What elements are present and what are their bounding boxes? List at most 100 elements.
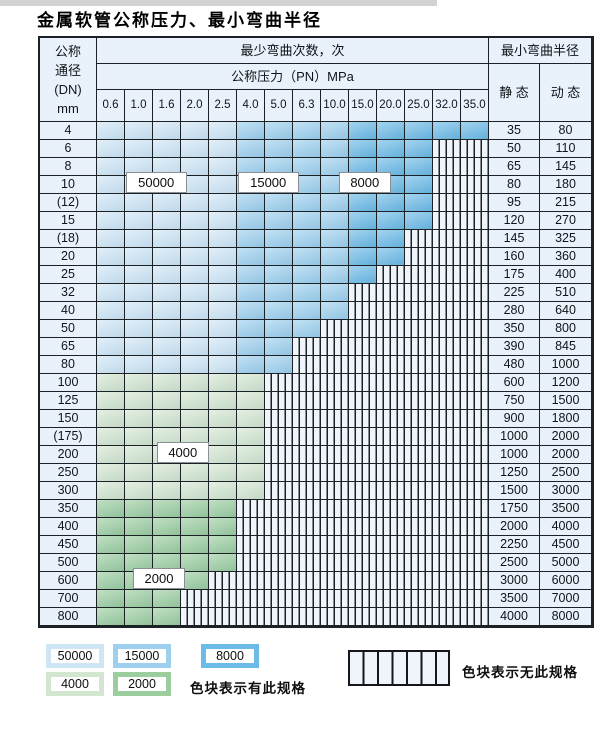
dynamic-radius-cell: 845 [540, 338, 592, 356]
spec-available-cell [153, 500, 181, 518]
spec-unavailable-cell [265, 446, 293, 464]
spec-available-cell [153, 356, 181, 374]
spec-unavailable-cell [321, 572, 349, 590]
spec-unavailable-cell [265, 374, 293, 392]
spec-available-cell [293, 176, 321, 194]
spec-available-cell [321, 248, 349, 266]
spec-available-cell [181, 554, 209, 572]
spec-available-cell [181, 428, 209, 446]
spec-available-cell [237, 374, 265, 392]
static-radius-cell: 390 [489, 338, 540, 356]
spec-available-cell [433, 122, 461, 140]
legend-has-spec-label: 色块表示有此规格 [190, 681, 306, 696]
static-radius-cell: 175 [489, 266, 540, 284]
dynamic-radius-cell: 7000 [540, 590, 592, 608]
dn-cell: 15 [40, 212, 97, 230]
dynamic-radius-cell: 110 [540, 140, 592, 158]
dynamic-radius-cell: 4500 [540, 536, 592, 554]
spec-unavailable-cell [265, 482, 293, 500]
spec-available-cell [97, 518, 125, 536]
spec-unavailable-cell [349, 482, 377, 500]
dn-cell: (175) [40, 428, 97, 446]
pressure-tick: 25.0 [405, 90, 433, 122]
spec-available-cell [377, 212, 405, 230]
spec-unavailable-cell [321, 518, 349, 536]
static-radius-cell: 2000 [489, 518, 540, 536]
spec-available-cell [153, 428, 181, 446]
spec-available-cell [209, 212, 237, 230]
spec-available-cell [97, 230, 125, 248]
spec-unavailable-cell [433, 536, 461, 554]
spec-available-cell [209, 284, 237, 302]
spec-available-cell [293, 122, 321, 140]
spec-unavailable-cell [461, 554, 489, 572]
dynamic-radius-cell: 2000 [540, 428, 592, 446]
static-radius-cell: 3500 [489, 590, 540, 608]
spec-unavailable-cell [377, 536, 405, 554]
spec-available-cell [265, 338, 293, 356]
pressure-tick: 1.0 [125, 90, 153, 122]
dynamic-radius-cell: 2500 [540, 464, 592, 482]
spec-available-cell [153, 158, 181, 176]
spec-available-cell [181, 392, 209, 410]
spec-unavailable-cell [433, 212, 461, 230]
spec-unavailable-cell [461, 284, 489, 302]
dynamic-radius-cell: 3500 [540, 500, 592, 518]
spec-unavailable-cell [433, 356, 461, 374]
spec-available-cell [321, 266, 349, 284]
spec-available-cell [293, 140, 321, 158]
spec-unavailable-cell [237, 590, 265, 608]
spec-available-cell [293, 266, 321, 284]
dn-column-header: 公称 通径 (DN) mm [40, 38, 97, 122]
legend-swatch-4000: 4000 [46, 672, 104, 696]
spec-unavailable-cell [321, 410, 349, 428]
spec-available-cell [209, 356, 237, 374]
spec-available-cell [321, 302, 349, 320]
dynamic-radius-cell: 270 [540, 212, 592, 230]
spec-unavailable-cell [433, 230, 461, 248]
static-radius-cell: 50 [489, 140, 540, 158]
spec-unavailable-cell [293, 410, 321, 428]
spec-available-cell [405, 158, 433, 176]
spec-available-cell [237, 320, 265, 338]
spec-available-cell [125, 284, 153, 302]
spec-unavailable-cell [377, 374, 405, 392]
spec-unavailable-cell [293, 536, 321, 554]
spec-available-cell [125, 374, 153, 392]
spec-available-cell [321, 230, 349, 248]
spec-available-cell [153, 248, 181, 266]
spec-available-cell [265, 302, 293, 320]
legend-swatch-8000: 8000 [201, 644, 259, 668]
dn-cell: (18) [40, 230, 97, 248]
static-radius-cell: 2500 [489, 554, 540, 572]
spec-unavailable-cell [349, 518, 377, 536]
spec-unavailable-cell [237, 608, 265, 626]
spec-available-cell [265, 320, 293, 338]
spec-available-cell [181, 356, 209, 374]
spec-available-cell [209, 338, 237, 356]
spec-unavailable-cell [433, 572, 461, 590]
spec-unavailable-cell [461, 392, 489, 410]
spec-available-cell [293, 320, 321, 338]
spec-available-cell [181, 302, 209, 320]
spec-unavailable-cell [237, 554, 265, 572]
spec-available-cell [125, 464, 153, 482]
spec-available-cell [97, 410, 125, 428]
spec-available-cell [377, 122, 405, 140]
spec-unavailable-cell [405, 500, 433, 518]
pressure-tick: 20.0 [377, 90, 405, 122]
spec-unavailable-cell [433, 320, 461, 338]
spec-available-cell [237, 410, 265, 428]
spec-unavailable-cell [405, 374, 433, 392]
spec-unavailable-cell [405, 302, 433, 320]
spec-available-cell [125, 518, 153, 536]
spec-unavailable-cell [377, 608, 405, 626]
dn-cell: 25 [40, 266, 97, 284]
spec-unavailable-cell [377, 446, 405, 464]
dn-cell: 250 [40, 464, 97, 482]
pressure-tick: 32.0 [433, 90, 461, 122]
spec-unavailable-cell [461, 446, 489, 464]
spec-unavailable-cell [461, 266, 489, 284]
spec-unavailable-cell [433, 158, 461, 176]
